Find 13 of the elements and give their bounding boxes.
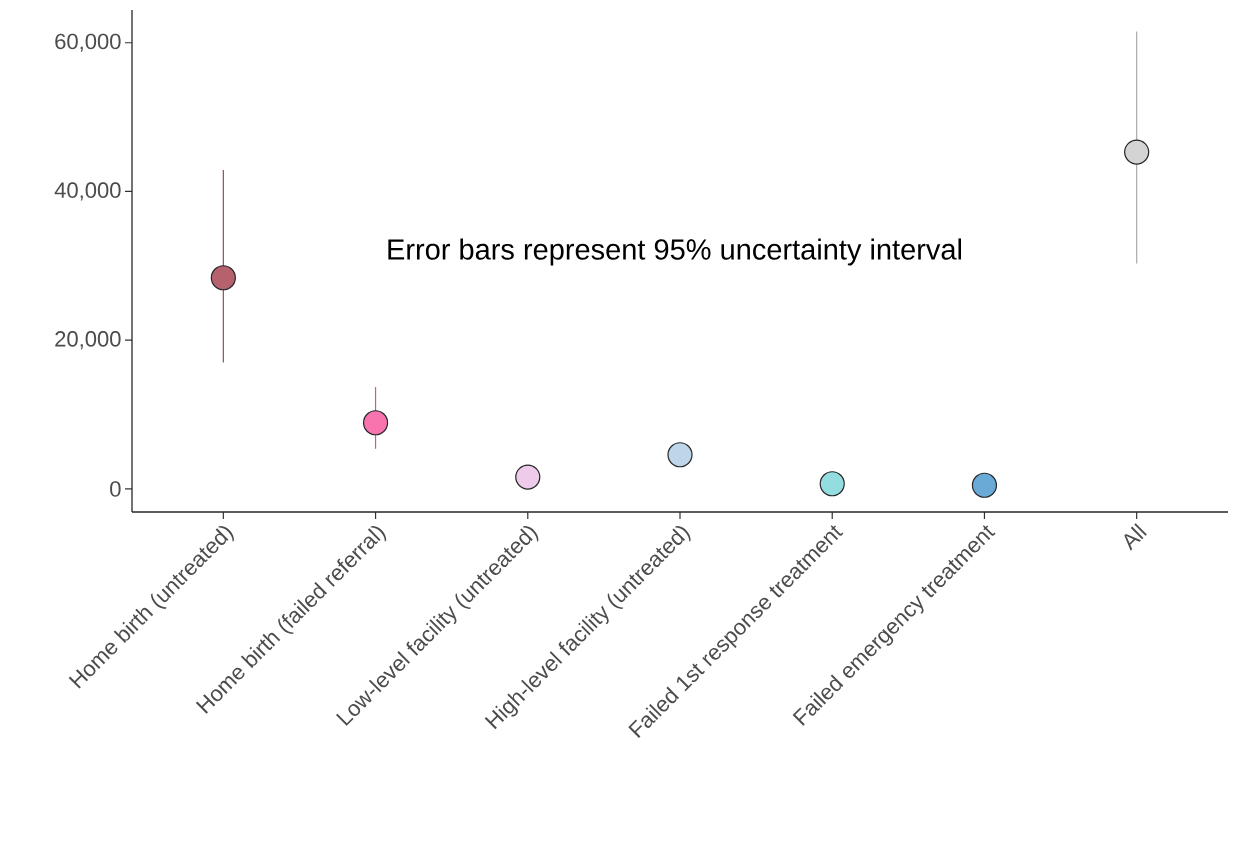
point <box>515 464 541 490</box>
point <box>210 265 236 291</box>
point <box>362 410 389 436</box>
point <box>1124 139 1150 165</box>
annotation: Error bars represent 95% uncertainty interval <box>388 238 962 266</box>
point <box>971 472 998 498</box>
y-tick-label: 20,000 <box>55 331 121 350</box>
y-tick-label: 40,000 <box>54 182 121 201</box>
y-tick-label: 0 <box>110 481 121 497</box>
y-tick-label: 60,000 <box>55 33 121 52</box>
point <box>667 442 693 468</box>
point <box>819 471 845 497</box>
x-tick-label: All <box>1124 523 1147 551</box>
